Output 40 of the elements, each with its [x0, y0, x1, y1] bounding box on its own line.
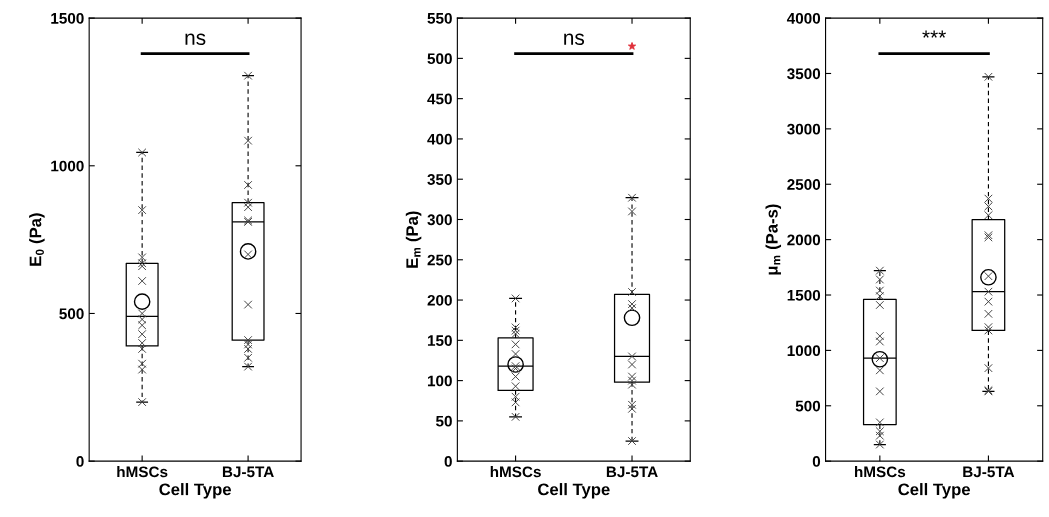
x-tick-label: hMSCs [490, 466, 541, 478]
y-tick-label: 500 [427, 53, 452, 65]
y-tick-label: 2500 [787, 179, 821, 190]
y-tick-label: 350 [427, 174, 452, 185]
x-axis-title: Cell Type [159, 483, 231, 499]
y-axis-title: μ$_{m}$ (Pa-s) [765, 204, 782, 275]
x-tick-label: hMSCs [117, 466, 168, 478]
y-tick-label: 0 [76, 456, 84, 467]
y-tick-label: 1000 [787, 345, 821, 357]
annotation: ns [185, 33, 206, 45]
x-axis-title: Cell Type [898, 483, 970, 499]
y-tick-label: 300 [427, 214, 452, 226]
y-tick-label: 3000 [787, 123, 821, 135]
y-tick-label: 500 [59, 308, 84, 320]
y-tick-label: 0 [444, 456, 452, 467]
y-tick-label: 400 [427, 133, 452, 145]
y-tick-label: 1500 [787, 289, 821, 301]
x-axis-title: Cell Type [538, 483, 610, 499]
annotation: ns [564, 33, 585, 45]
x-tick-label: BJ-5TA [963, 466, 1015, 478]
y-tick-label: 550 [427, 12, 452, 24]
x-tick-label: BJ-5TA [606, 466, 658, 478]
y-tick-label: 3500 [787, 68, 821, 80]
y-axis-title: E$_{m}$ (Pa) [405, 211, 422, 268]
y-tick-label: 4000 [786, 12, 821, 24]
y-tick-label: 100 [427, 375, 452, 387]
y-tick-label: 1500 [51, 12, 84, 24]
annotation: *** [922, 30, 946, 38]
y-tick-label: 250 [427, 254, 452, 266]
y-tick-label: 150 [427, 335, 452, 347]
x-tick-label: hMSCs [855, 466, 906, 478]
y-tick-label: 450 [427, 93, 452, 105]
y-tick-label: 1000 [51, 160, 84, 172]
x-tick-label: BJ-5TA [222, 466, 274, 478]
y-axis-title: E$_{0}$ (Pa) [29, 213, 45, 266]
y-tick-label: 2000 [787, 234, 821, 246]
y-tick-label: 200 [427, 294, 452, 306]
y-tick-label: 500 [795, 400, 821, 412]
y-tick-label: 50 [435, 415, 452, 427]
y-tick-label: 0 [812, 456, 821, 467]
